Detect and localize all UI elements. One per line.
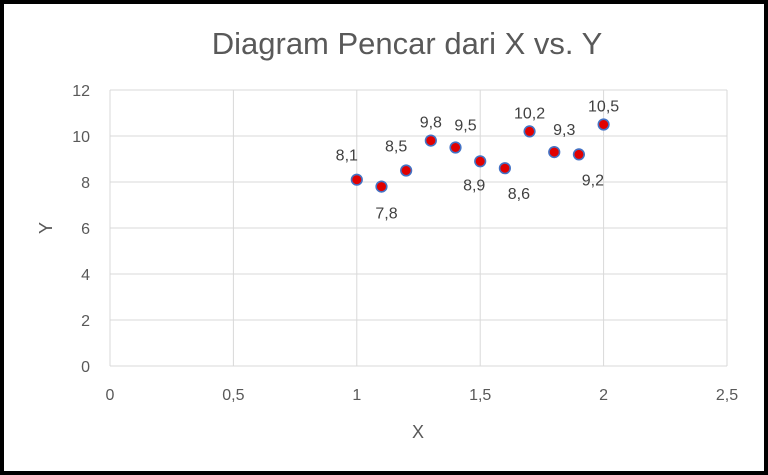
y-tick-label: 10 (72, 129, 90, 146)
y-tick-label: 0 (81, 359, 90, 376)
data-label: 10,2 (514, 105, 545, 122)
data-labels: 8,1 7,8 8,5 9,8 9,5 8,9 8,6 10,2 9,3 9,2 10,5 (336, 99, 620, 223)
data-point (375, 180, 388, 193)
y-axis-label: Y (36, 222, 56, 234)
data-label: 9,8 (420, 115, 442, 132)
y-tick-label: 12 (72, 83, 90, 100)
data-label: 10,5 (588, 99, 619, 116)
x-axis-label: X (412, 422, 424, 442)
y-tick-label: 6 (81, 221, 90, 238)
data-point (400, 164, 413, 177)
data-point (498, 162, 511, 175)
data-point (548, 146, 561, 159)
data-label: 8,5 (385, 139, 407, 156)
data-label: 8,6 (508, 186, 530, 203)
data-label: 9,2 (582, 172, 604, 189)
data-point (474, 155, 487, 168)
x-tick-label: 2 (599, 387, 608, 404)
data-label: 8,1 (336, 148, 358, 165)
x-tick-labels: 0 0,5 1 1,5 2 2,5 (106, 387, 739, 404)
data-point (449, 141, 462, 154)
data-label: 7,8 (375, 206, 397, 223)
y-tick-label: 4 (81, 267, 90, 284)
data-point (572, 148, 586, 161)
y-tick-label: 2 (81, 313, 90, 330)
chart-title: Diagram Pencar dari X vs. Y (212, 26, 603, 61)
x-tick-label: 1,5 (469, 387, 491, 404)
y-tick-labels: 0 2 4 6 8 10 12 (72, 83, 90, 376)
data-label: 9,3 (553, 122, 575, 139)
y-tick-label: 8 (81, 175, 90, 192)
data-points (350, 118, 610, 193)
x-tick-label: 0,5 (222, 387, 244, 404)
data-point (523, 125, 536, 138)
x-tick-label: 0 (106, 387, 115, 404)
data-point (424, 134, 437, 147)
x-tick-label: 1 (352, 387, 361, 404)
data-point (350, 173, 363, 186)
data-label: 9,5 (454, 118, 476, 135)
x-tick-label: 2,5 (716, 387, 738, 404)
data-label: 8,9 (463, 177, 485, 194)
data-point (597, 118, 610, 131)
gridlines (109, 89, 728, 367)
